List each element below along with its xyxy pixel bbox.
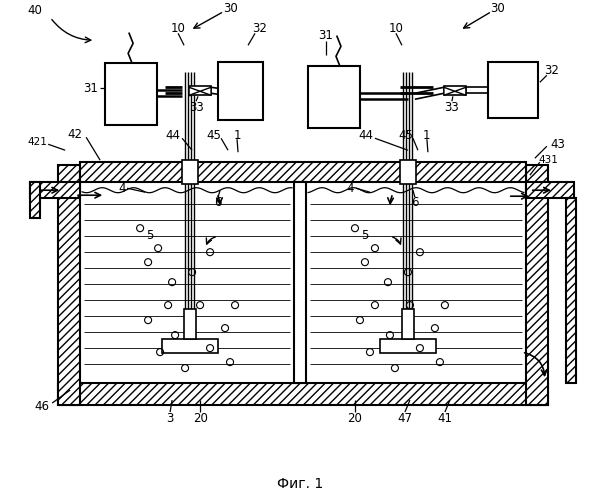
Text: 31: 31	[83, 82, 98, 95]
Bar	[30, 182, 40, 218]
Bar	[58, 165, 80, 405]
Text: 32: 32	[544, 64, 559, 77]
Text: 33: 33	[188, 101, 203, 114]
Bar	[402, 309, 414, 339]
Text: Фиг. 1: Фиг. 1	[277, 477, 323, 491]
Bar	[182, 160, 198, 184]
Bar	[105, 64, 157, 126]
Text: 44: 44	[166, 128, 181, 141]
Text: 3: 3	[166, 412, 174, 424]
Text: 47: 47	[397, 412, 412, 424]
Text: 45: 45	[206, 128, 221, 141]
Text: 5: 5	[146, 228, 154, 241]
Bar	[294, 182, 306, 383]
Polygon shape	[200, 88, 211, 96]
Bar	[380, 339, 436, 353]
Text: 30: 30	[223, 2, 238, 15]
Text: 6: 6	[214, 196, 222, 208]
Text: 43: 43	[550, 138, 565, 150]
Text: 44: 44	[358, 128, 373, 141]
Bar	[566, 198, 576, 383]
Text: 30: 30	[490, 2, 505, 15]
Text: 31: 31	[319, 29, 334, 42]
Bar	[80, 162, 526, 182]
Text: 40: 40	[28, 4, 43, 17]
Text: 10: 10	[170, 22, 185, 35]
Text: 42: 42	[68, 128, 83, 140]
Bar	[58, 383, 548, 405]
Text: 32: 32	[253, 22, 268, 35]
Text: 45: 45	[398, 128, 413, 141]
Bar	[162, 339, 218, 353]
Text: 6: 6	[411, 196, 419, 208]
Bar	[526, 182, 574, 198]
Bar	[526, 165, 548, 405]
Text: 4: 4	[346, 182, 354, 194]
Bar	[488, 62, 538, 118]
Polygon shape	[189, 88, 200, 96]
Text: 41: 41	[437, 412, 452, 424]
Text: 421: 421	[27, 137, 47, 147]
Polygon shape	[444, 88, 455, 96]
Text: 10: 10	[388, 22, 403, 35]
Text: 33: 33	[445, 101, 459, 114]
Text: 431: 431	[539, 155, 559, 165]
Text: 5: 5	[361, 228, 368, 241]
Text: 20: 20	[347, 412, 362, 424]
Bar	[30, 182, 80, 198]
Text: 1: 1	[233, 128, 241, 141]
Text: 46: 46	[35, 400, 50, 412]
Bar	[400, 160, 416, 184]
Bar	[218, 62, 263, 120]
Bar	[444, 86, 466, 96]
Text: 4: 4	[118, 182, 126, 194]
Bar	[184, 309, 196, 339]
Text: 1: 1	[423, 128, 431, 141]
Polygon shape	[455, 88, 466, 96]
Bar	[189, 86, 211, 96]
Text: 20: 20	[193, 412, 208, 424]
Bar	[308, 66, 360, 128]
